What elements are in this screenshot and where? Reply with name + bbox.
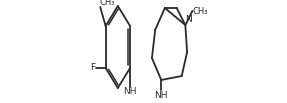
Text: NH: NH [123,87,137,97]
Text: CH₃: CH₃ [100,0,115,6]
Text: CH₃: CH₃ [193,6,208,15]
Text: N: N [186,15,192,25]
Text: F: F [91,64,96,73]
Text: NH: NH [154,91,168,100]
